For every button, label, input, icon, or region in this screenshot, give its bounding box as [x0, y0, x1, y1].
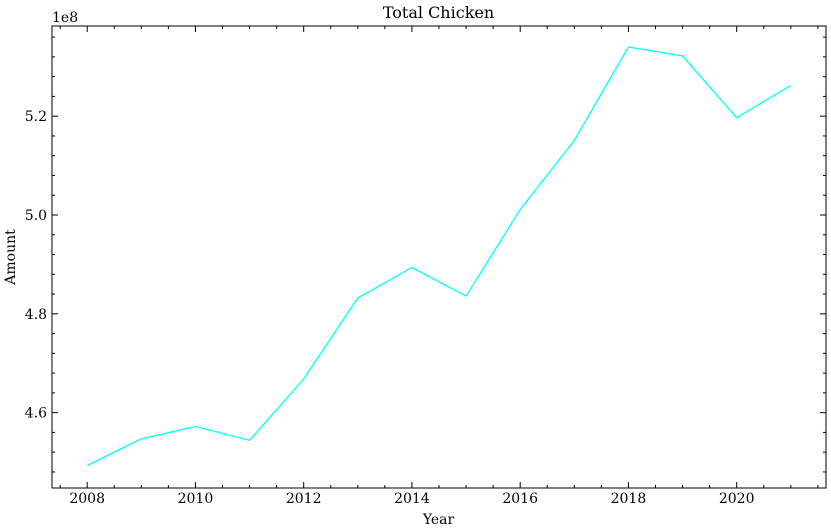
chart-title: Total Chicken — [383, 3, 494, 22]
axis-tick-labels: 2008 2010 2012 2014 2016 2018 2020 4.6 4.8 5.0 5.2 — [25, 109, 755, 507]
x-tick-label: 2008 — [69, 491, 105, 507]
x-tick-label: 2010 — [178, 491, 214, 507]
x-tick-label: 2016 — [502, 491, 538, 507]
series-line-0 — [86, 46, 792, 467]
series-layer — [86, 46, 792, 467]
y-tick-label: 5.0 — [25, 208, 47, 224]
x-tick-label: 2012 — [286, 491, 322, 507]
axis-ticks — [52, 26, 826, 488]
y-tick-label: 4.8 — [25, 307, 47, 323]
x-tick-label: 2014 — [394, 491, 430, 507]
plot-frame — [51, 25, 827, 489]
x-tick-label: 2020 — [719, 491, 755, 507]
y-offset-label: 1e8 — [52, 10, 78, 26]
x-tick-label: 2018 — [611, 491, 647, 507]
x-axis-label: Year — [422, 512, 455, 528]
y-tick-label: 5.2 — [25, 109, 47, 125]
y-axis-label: Amount — [3, 229, 19, 286]
y-tick-label: 4.6 — [25, 406, 47, 422]
